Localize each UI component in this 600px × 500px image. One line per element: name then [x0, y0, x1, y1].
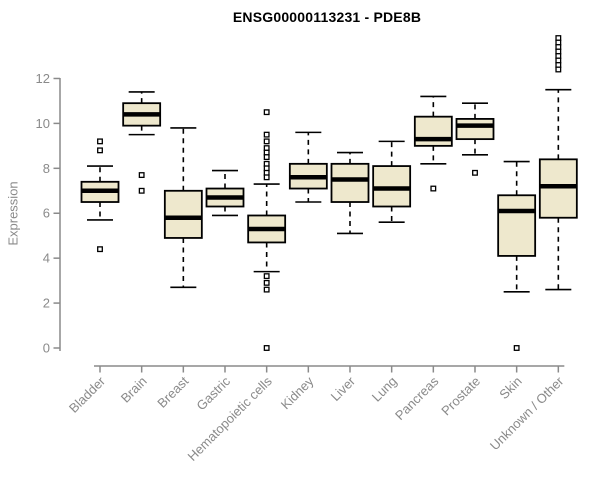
- outlier-marker: [138, 187, 145, 194]
- y-tick-label: 12: [36, 71, 50, 86]
- boxplot-group-brain: [122, 91, 162, 194]
- outlier-marker: [263, 273, 270, 280]
- boxplot-group-bladder: [80, 138, 120, 253]
- y-tick-label: 0: [43, 341, 50, 356]
- outlier-marker: [555, 66, 562, 73]
- boxplot-group-lung: [372, 140, 412, 224]
- x-tick-label: Breast: [154, 373, 191, 410]
- outlier-marker: [513, 345, 520, 351]
- outlier-marker: [263, 154, 270, 161]
- outlier-marker: [263, 109, 270, 116]
- iqr-box: [163, 189, 203, 239]
- boxplot-group-breast: [163, 127, 203, 289]
- y-tick-label: 10: [36, 116, 50, 131]
- outlier-marker: [97, 147, 103, 154]
- boxplot-group-prostate: [455, 102, 495, 176]
- outlier-marker: [263, 174, 270, 181]
- outlier-marker: [138, 172, 145, 179]
- iqr-box: [413, 115, 453, 147]
- x-tick-label: Skin: [496, 374, 524, 402]
- y-tick-label: 2: [43, 296, 50, 311]
- outlier-marker: [263, 286, 270, 293]
- outlier-marker: [97, 246, 103, 253]
- outlier-marker: [263, 138, 270, 145]
- boxplot-group-gastric: [205, 169, 245, 217]
- outlier-marker: [263, 279, 270, 286]
- x-tick-label: Lung: [369, 374, 400, 405]
- iqr-box: [330, 162, 370, 203]
- outlier-marker: [263, 131, 270, 138]
- boxplot-group-liver: [330, 151, 370, 235]
- outlier-marker: [430, 185, 437, 192]
- boxplot-group-kidney: [288, 131, 328, 203]
- outlier-marker: [97, 138, 103, 145]
- y-axis: 0 2 4 6 8 10 12: [36, 71, 61, 356]
- y-axis-title: Expression: [5, 181, 21, 246]
- y-tick-label: 8: [43, 161, 50, 176]
- iqr-box: [497, 194, 537, 257]
- x-tick-label: Gastric: [193, 373, 233, 413]
- iqr-box: [455, 118, 495, 141]
- outlier-marker: [472, 169, 478, 176]
- y-tick-label: 4: [43, 251, 50, 266]
- boxplot-group-unknown-other: [538, 35, 578, 291]
- boxplot-group-skin: [497, 160, 537, 351]
- boxplot-group-pancreas: [413, 95, 453, 192]
- x-tick-label: Pancreas: [392, 373, 442, 423]
- x-tick-label: Kidney: [278, 373, 317, 412]
- chart-title: ENSG00000113231 - PDE8B: [232, 9, 422, 25]
- x-tick-label: Prostate: [438, 374, 483, 419]
- x-tick-label: Brain: [118, 374, 150, 406]
- x-tick-label: Bladder: [66, 373, 109, 416]
- y-tick-label: 6: [43, 206, 50, 221]
- boxplot-group-hematopoietic-cells: [247, 109, 287, 351]
- x-tick-label: Unknown / Other: [487, 373, 567, 453]
- x-tick-label: Liver: [328, 373, 359, 404]
- outlier-marker: [263, 345, 270, 351]
